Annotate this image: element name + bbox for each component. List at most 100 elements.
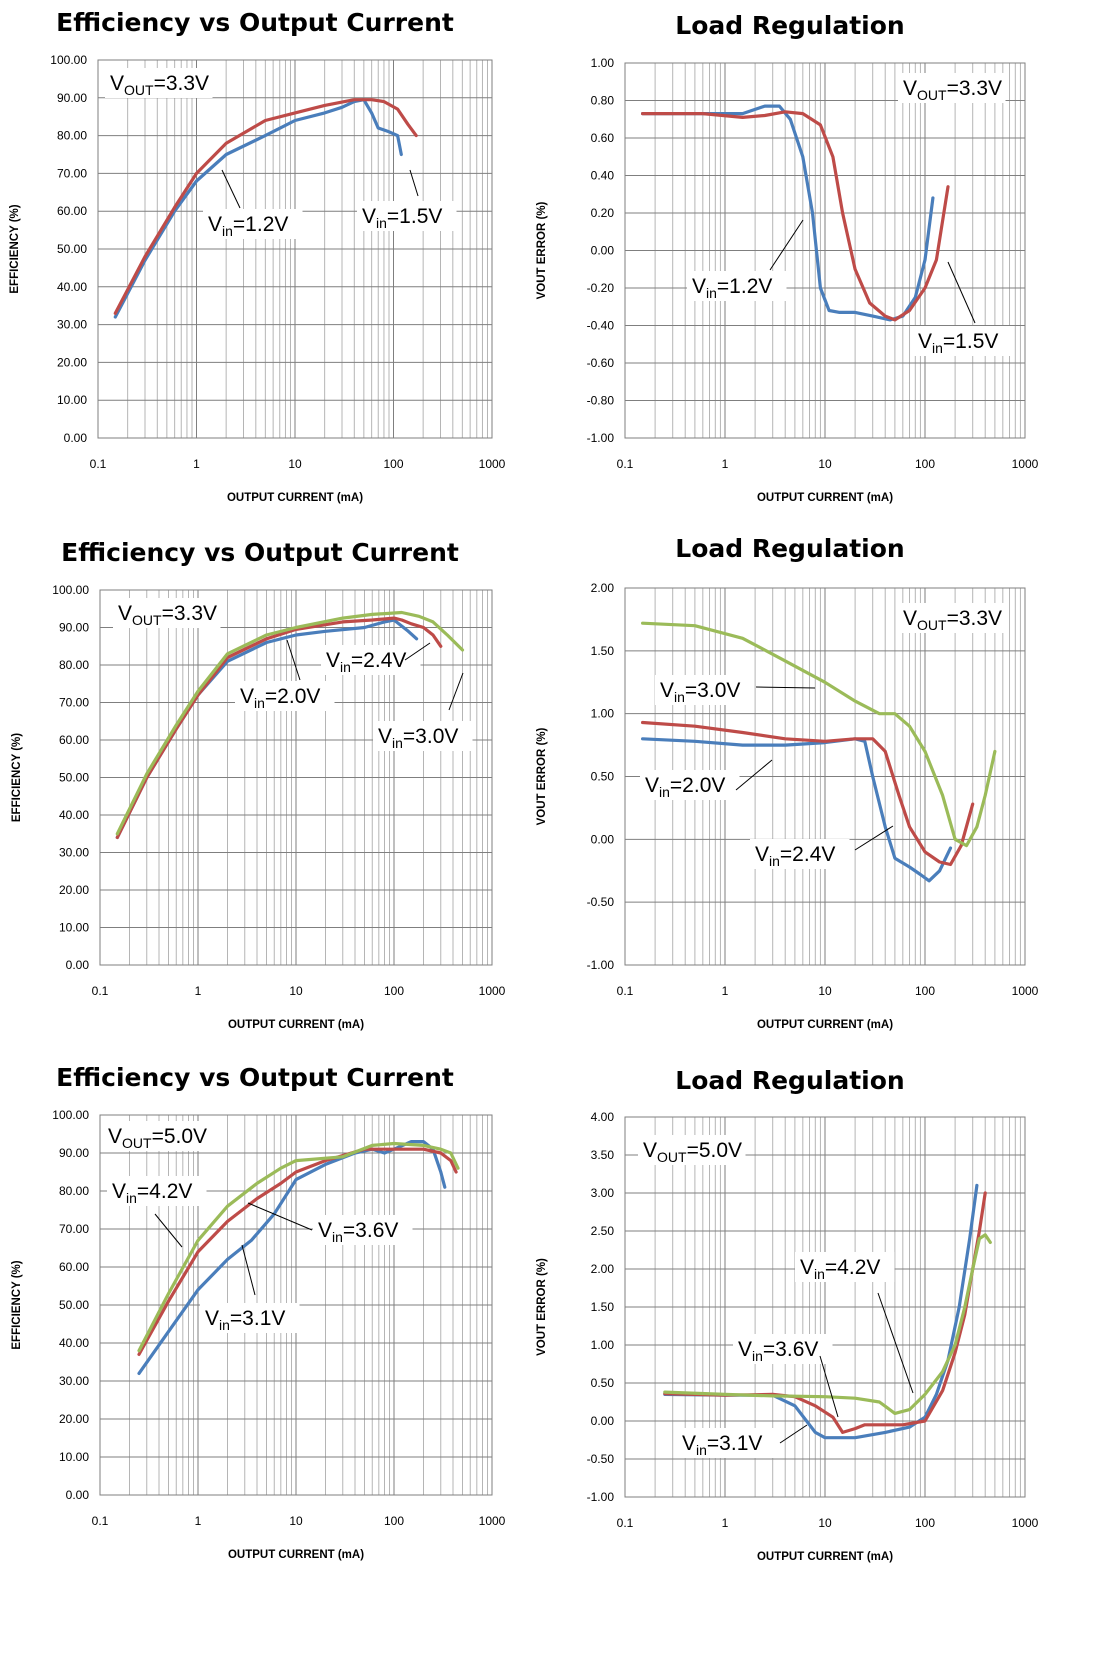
annotation-text: Vin=3.6V: [318, 1219, 398, 1245]
annotation-leader-line: [286, 639, 301, 681]
chart-title: Efficiency vs Output Current: [61, 538, 459, 567]
chart-5: 0.00 10.00 20.00 30.00 40.00 50.00 60.00 70.00 8…: [11, 1063, 506, 1561]
annotation-label: Vin=3.1V: [677, 1424, 808, 1458]
annotation-label: VOUT=5.0V: [638, 1135, 746, 1165]
annotation-text: Vin=2.4V: [326, 649, 406, 675]
y-tick-label: 1.00: [591, 56, 615, 70]
annotation-text: VOUT=5.0V: [108, 1125, 207, 1151]
x-tick-label: 1000: [1012, 984, 1039, 998]
annotation-text: VOUT=3.3V: [903, 607, 1002, 633]
annotation-box: [113, 598, 221, 628]
y-tick-label: 90.00: [57, 91, 87, 105]
y-axis-title: VOUT ERROR (%): [536, 1258, 548, 1356]
x-tick-label: 0.1: [617, 1516, 634, 1530]
annotation-leader-line: [448, 672, 464, 711]
x-axis-title: OUTPUT CURRENT (mA): [757, 1551, 893, 1563]
annotation-leader-line: [221, 169, 241, 209]
annotation-text: Vin=3.0V: [660, 679, 740, 705]
annotation-label: Vin=2.0V: [235, 639, 335, 711]
y-tick-label: 80.00: [59, 1184, 89, 1198]
chart-title: Load Regulation: [675, 534, 904, 563]
y-tick-label: 70.00: [57, 166, 87, 180]
annotation-label: VOUT=3.3V: [105, 68, 213, 98]
annotation-label: VOUT=3.3V: [898, 73, 1006, 103]
series-line-1: [641, 737, 953, 883]
plot-frame: [99, 589, 493, 966]
y-tick-label: 60.00: [59, 733, 89, 747]
annotation-text: Vin=3.1V: [682, 1432, 762, 1458]
annotation-box: [687, 271, 787, 301]
annotation-label: VOUT=3.3V: [113, 598, 221, 628]
annotation-label: Vin=2.4V: [750, 825, 894, 869]
y-tick-label: 0.00: [591, 244, 615, 258]
x-tick-label: 10: [289, 1514, 303, 1528]
y-tick-label: -0.60: [587, 356, 615, 370]
y-tick-label: -0.50: [587, 895, 615, 909]
annotation-label: Vin=1.5V: [913, 261, 1013, 356]
annotation-text: VOUT=3.3V: [903, 77, 1002, 103]
y-tick-label: 3.00: [591, 1186, 615, 1200]
annotation-leader-line: [735, 759, 773, 791]
annotation-label: VOUT=5.0V: [103, 1121, 211, 1151]
chart-title: Efficiency vs Output Current: [56, 1063, 454, 1092]
annotation-label: Vin=2.4V: [321, 642, 431, 675]
series-line-2: [641, 720, 975, 867]
x-tick-label: 10: [818, 984, 832, 998]
annotation-leader-line: [947, 261, 976, 324]
y-tick-label: 10.00: [57, 393, 87, 407]
y-axis-title: EFFICIENCY (%): [11, 733, 23, 822]
y-tick-label: 100.00: [52, 1108, 89, 1122]
series-line-1: [113, 98, 403, 319]
annotation-box: [733, 1334, 833, 1364]
y-tick-label: 1.00: [591, 1338, 615, 1352]
y-tick-label: 20.00: [57, 355, 87, 369]
y-tick-label: 60.00: [57, 204, 87, 218]
annotation-label: Vin=4.2V: [107, 1176, 207, 1248]
x-tick-label: 1: [195, 984, 202, 998]
y-tick-label: 50.00: [59, 771, 89, 785]
y-tick-label: 4.00: [591, 1110, 615, 1124]
y-tick-label: 0.00: [66, 958, 90, 972]
y-tick-label: 20.00: [59, 883, 89, 897]
series-line-3: [115, 610, 465, 836]
y-tick-label: 70.00: [59, 696, 89, 710]
y-tick-label: 30.00: [59, 846, 89, 860]
y-tick-label: 0.60: [591, 131, 615, 145]
x-tick-label: 1000: [1012, 1516, 1039, 1530]
chart-1: 0.00 10.00 20.00 30.00 40.00 50.00 60.00 70.00 8…: [9, 8, 506, 504]
x-tick-label: 100: [915, 984, 935, 998]
y-tick-label: -0.20: [587, 281, 615, 295]
annotation-box: [750, 839, 850, 869]
annotation-box: [203, 209, 303, 239]
annotation-box: [373, 721, 473, 751]
annotation-box: [795, 1252, 895, 1282]
x-axis-title: OUTPUT CURRENT (mA): [757, 1019, 893, 1031]
series-group: [641, 104, 950, 322]
x-tick-label: 10: [288, 457, 302, 471]
plot-frame: [624, 1116, 1026, 1498]
x-tick-label: 100: [915, 1516, 935, 1530]
x-tick-label: 100: [383, 457, 403, 471]
chart-6: -1.00 -0.50 0.00 0.50 1.00 1.50 2.00 2.50 3.00 3.…: [536, 1066, 1039, 1563]
y-tick-label: 0.40: [591, 169, 615, 183]
y-tick-label: 40.00: [59, 808, 89, 822]
y-tick-label: -1.00: [587, 958, 615, 972]
y-axis-title: EFFICIENCY (%): [9, 204, 21, 293]
y-tick-label: 50.00: [59, 1298, 89, 1312]
x-tick-label: 1: [722, 1516, 729, 1530]
y-axis-title: VOUT ERROR (%): [536, 201, 548, 299]
x-tick-label: 100: [384, 1514, 404, 1528]
y-tick-label: -1.00: [587, 1490, 615, 1504]
y-tick-label: 0.00: [64, 431, 88, 445]
annotation-box: [898, 603, 1006, 633]
annotation-box: [105, 68, 213, 98]
y-tick-label: 0.00: [66, 1488, 90, 1502]
annotation-text: Vin=1.2V: [208, 213, 288, 239]
y-tick-label: 10.00: [59, 1450, 89, 1464]
annotation-leader-line: [154, 1213, 183, 1248]
y-tick-label: 30.00: [57, 318, 87, 332]
series-line-2: [113, 98, 418, 315]
annotation-leader-line: [854, 825, 894, 851]
plot-frame: [99, 1114, 493, 1496]
y-tick-label: 60.00: [59, 1260, 89, 1274]
